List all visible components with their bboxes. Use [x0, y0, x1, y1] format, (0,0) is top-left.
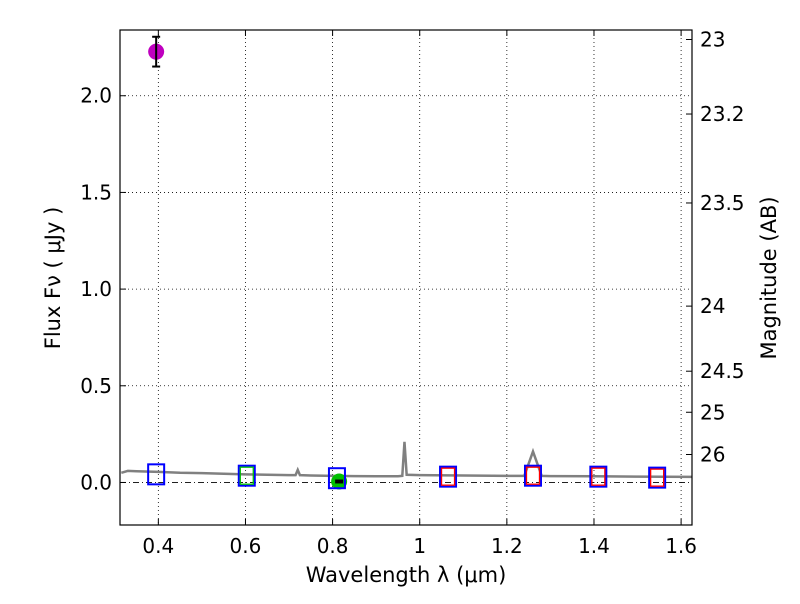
x-tick-label: 1.6 [665, 534, 697, 558]
model-blue-square [648, 466, 667, 489]
x-axis-label: Wavelength λ (μm) [306, 563, 507, 587]
model-red-square [591, 467, 606, 486]
right-tick-label: 24 [700, 294, 725, 318]
y-tick-label: 0.5 [80, 374, 112, 398]
model-blue-square [523, 464, 542, 487]
spectrum-line [120, 441, 693, 479]
right-tick-label: 26 [700, 443, 725, 467]
model-blue-square [237, 464, 256, 487]
right-ticks: 23 23.2 23.5 24 24.5 25 26 [686, 28, 745, 467]
right-tick-label: 24.5 [700, 359, 745, 383]
right-tick-label: 23 [700, 28, 725, 52]
right-axis-label: Magnitude (AB) [757, 196, 781, 359]
y-axis-label: Flux Fν ( μJy ) [41, 207, 65, 350]
x-tick-label: 0.6 [230, 534, 262, 558]
right-tick-label: 25 [700, 400, 725, 424]
grid [120, 30, 692, 525]
y-tick-label: 1.0 [80, 277, 112, 301]
model-blue-square [147, 463, 166, 486]
model-green-square [239, 466, 254, 485]
y-tick-label: 0.0 [80, 470, 112, 494]
model-blue-square [439, 465, 458, 488]
model-red-square [525, 466, 541, 485]
right-tick-label: 23.5 [700, 191, 745, 215]
spectrum [120, 441, 693, 479]
model-blue-square [327, 467, 346, 490]
y-ticks: 0.0 0.5 1.0 1.5 2.0 [80, 84, 126, 494]
plot-frame [119, 29, 693, 526]
x-tick-label: 1.2 [491, 534, 523, 558]
y-tick-label: 1.5 [80, 180, 112, 204]
y-tick-label: 2.0 [80, 84, 112, 108]
model-red-square [649, 468, 665, 487]
x-tick-label: 1 [413, 534, 426, 558]
model-blue-square [589, 465, 608, 488]
right-tick-label: 23.2 [700, 102, 745, 126]
model-red-square [440, 467, 456, 486]
x-tick-label: 0.4 [142, 534, 174, 558]
data-points [147, 35, 667, 490]
x-ticks: 0.4 0.6 0.8 1 1.2 1.4 1.6 [142, 30, 697, 558]
x-tick-label: 0.8 [317, 534, 349, 558]
x-tick-label: 1.4 [578, 534, 610, 558]
